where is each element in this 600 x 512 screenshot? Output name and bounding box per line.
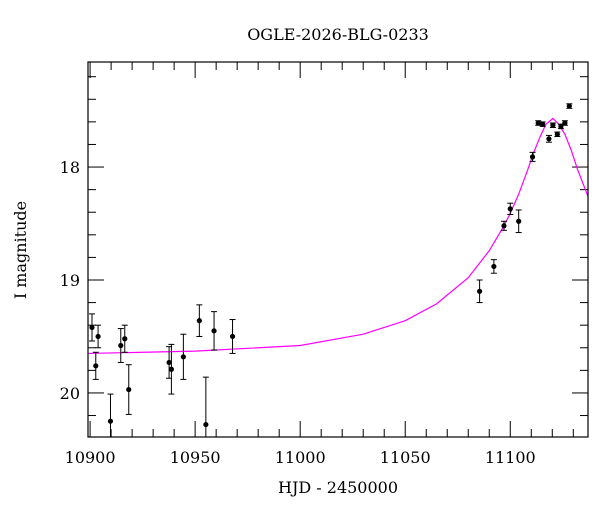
point-marker	[196, 318, 202, 324]
x-tick-label: 11050	[380, 448, 431, 467]
data-point	[211, 311, 218, 351]
data-point	[566, 103, 573, 109]
point-marker	[558, 123, 564, 129]
point-marker	[476, 288, 483, 294]
point-marker	[554, 131, 560, 137]
point-marker	[491, 263, 497, 270]
x-axis-label: HJD - 2450000	[278, 478, 398, 497]
point-marker	[95, 333, 101, 340]
point-marker	[529, 154, 536, 160]
chart-title: OGLE-2026-BLG-0233	[247, 25, 429, 44]
point-marker	[507, 206, 513, 212]
data-point	[95, 324, 102, 349]
data-point	[196, 304, 203, 337]
point-marker	[89, 324, 95, 331]
plot-frame	[87, 61, 589, 438]
data-point	[125, 364, 132, 415]
data-point	[529, 151, 536, 162]
data-point	[92, 351, 99, 380]
x-tick-label: 11000	[275, 448, 326, 467]
x-tick-label: 11100	[485, 448, 536, 467]
data-point	[180, 333, 187, 380]
x-tick-label: 10950	[170, 448, 221, 467]
data-point	[476, 279, 483, 304]
y-tick-label: 20	[60, 384, 80, 403]
point-marker	[535, 120, 541, 126]
y-tick-label: 18	[60, 158, 80, 177]
point-marker	[93, 363, 99, 369]
data-point	[107, 393, 114, 438]
point-marker	[126, 386, 132, 393]
point-marker	[118, 342, 124, 349]
point-marker	[566, 103, 572, 109]
data-point	[561, 120, 568, 126]
y-axis-label: I magnitude	[11, 201, 30, 299]
data-point	[539, 121, 546, 127]
point-marker	[180, 354, 186, 360]
data-point	[202, 376, 209, 438]
point-marker	[501, 223, 507, 229]
point-marker	[516, 218, 522, 224]
point-marker	[546, 136, 552, 142]
point-marker	[122, 336, 128, 342]
data-point	[117, 328, 124, 363]
model-curve	[87, 117, 589, 355]
y-tick-label: 19	[60, 271, 80, 290]
data-point	[88, 313, 95, 342]
data-point	[168, 343, 175, 395]
point-marker	[166, 359, 172, 366]
point-marker	[562, 120, 568, 126]
data-point	[549, 122, 556, 129]
x-tick-label: 10900	[65, 448, 116, 467]
data-point	[121, 324, 128, 353]
point-marker	[107, 418, 114, 424]
data-point	[545, 134, 552, 143]
data-point	[515, 209, 522, 234]
data-point	[229, 319, 236, 354]
point-marker	[550, 122, 556, 128]
data-point	[507, 202, 514, 215]
data-point	[500, 220, 507, 231]
data-point	[490, 259, 497, 274]
point-marker	[211, 328, 217, 334]
data-point	[554, 131, 561, 138]
point-marker	[168, 366, 175, 372]
point-marker	[203, 421, 209, 428]
point-marker	[229, 333, 236, 340]
point-marker	[540, 121, 546, 127]
data-point	[535, 120, 542, 126]
